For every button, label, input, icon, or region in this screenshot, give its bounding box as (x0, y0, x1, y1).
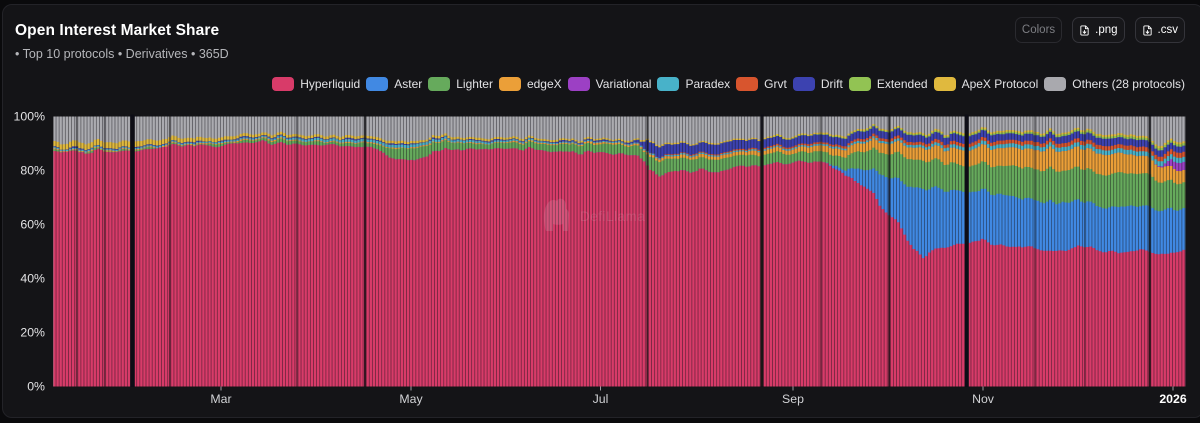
svg-text:May: May (399, 392, 423, 406)
svg-text:0%: 0% (27, 380, 45, 394)
svg-text:DefiLlama: DefiLlama (580, 209, 645, 224)
svg-text:Sep: Sep (782, 392, 804, 406)
svg-text:80%: 80% (20, 164, 45, 178)
svg-text:2026: 2026 (1159, 392, 1187, 406)
svg-text:20%: 20% (20, 326, 45, 340)
svg-text:40%: 40% (20, 272, 45, 286)
svg-text:Nov: Nov (972, 392, 995, 406)
svg-text:Jul: Jul (593, 392, 609, 406)
svg-text:Mar: Mar (210, 392, 231, 406)
svg-text:60%: 60% (20, 218, 45, 232)
svg-text:100%: 100% (14, 110, 46, 124)
